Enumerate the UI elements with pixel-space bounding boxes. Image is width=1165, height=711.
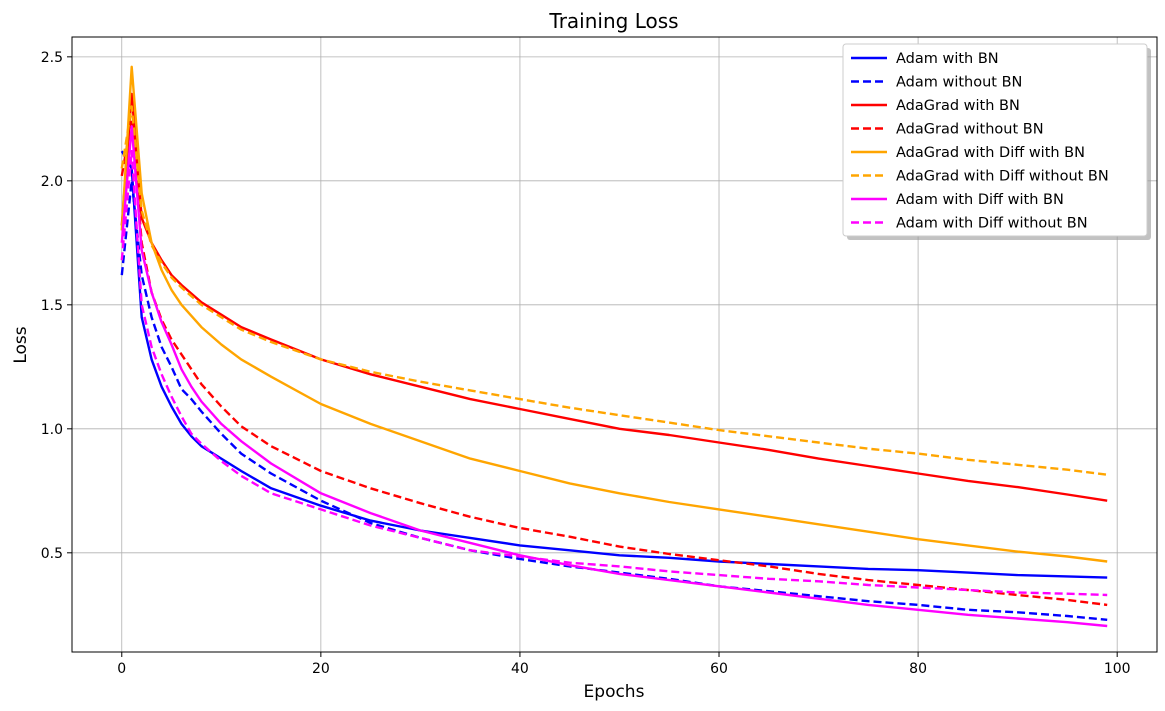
legend-label: Adam with Diff with BN bbox=[896, 192, 1064, 208]
legend: Adam with BN Adam without BN AdaGrad with … bbox=[842, 43, 1151, 240]
x-tick-label: 40 bbox=[511, 661, 529, 677]
legend-label: Adam without BN bbox=[896, 75, 1022, 91]
legend-label: Adam with BN bbox=[896, 51, 999, 67]
series-line-6 bbox=[120, 105, 1108, 476]
series-line-4 bbox=[120, 117, 1108, 607]
y-axis-ticks: 0.5 1.0 1.5 2.0 2.5 bbox=[41, 50, 72, 562]
y-tick-label: 2.5 bbox=[41, 50, 63, 66]
x-axis-label: Epochs bbox=[584, 682, 645, 702]
legend-label: Adam with Diff without BN bbox=[896, 216, 1088, 232]
series-line-3 bbox=[120, 92, 1108, 502]
x-tick-label: 20 bbox=[312, 661, 330, 677]
y-tick-label: 2.0 bbox=[41, 174, 63, 190]
x-tick-label: 100 bbox=[1104, 661, 1131, 677]
x-tick-label: 80 bbox=[909, 661, 927, 677]
series-line-7 bbox=[120, 125, 1108, 628]
y-tick-label: 1.0 bbox=[41, 422, 63, 438]
legend-box bbox=[842, 43, 1148, 237]
series-line-5 bbox=[120, 65, 1108, 563]
y-tick-label: 0.5 bbox=[41, 546, 63, 562]
legend-label: AdaGrad with Diff with BN bbox=[896, 145, 1085, 161]
y-axis-label: Loss bbox=[11, 326, 31, 363]
x-axis-ticks: 0 20 40 60 80 100 bbox=[117, 652, 1131, 677]
series-lines bbox=[120, 65, 1108, 628]
chart-title: Training Loss bbox=[548, 9, 678, 33]
series-line-8 bbox=[120, 149, 1108, 597]
legend-label: AdaGrad with BN bbox=[896, 98, 1020, 114]
y-tick-label: 1.5 bbox=[41, 298, 63, 314]
legend-label: AdaGrad with Diff without BN bbox=[896, 169, 1109, 185]
x-tick-label: 60 bbox=[710, 661, 728, 677]
plot-frame bbox=[71, 36, 1158, 653]
legend-label: AdaGrad without BN bbox=[896, 122, 1044, 138]
x-tick-label: 0 bbox=[117, 661, 126, 677]
series-line-2 bbox=[120, 179, 1108, 621]
